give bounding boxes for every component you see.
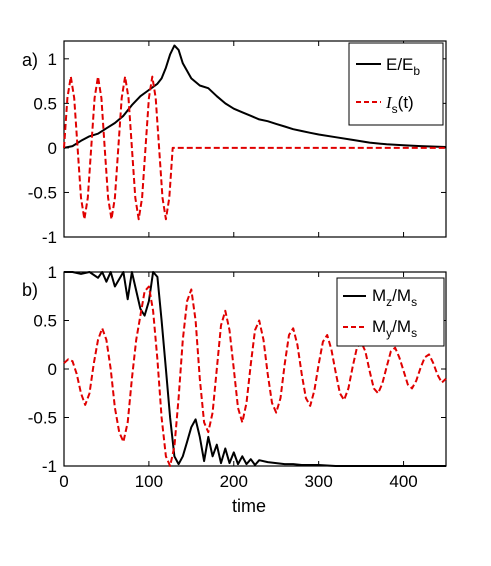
- panel-a-legend: E/Eb Is(t): [348, 42, 444, 126]
- panel-b-y-ticks: -1 -0.5 0 0.5 1: [28, 263, 446, 476]
- panel-b-x-tick-label: 100: [135, 472, 163, 491]
- legend-label-mz: Mz/Ms: [372, 286, 417, 309]
- panel-b-lines: [63, 271, 447, 467]
- panel-b-label: b): [22, 280, 38, 300]
- panel-b-x-tick-label: 400: [389, 472, 417, 491]
- panel-a-axes-frame: [63, 40, 447, 238]
- x-axis-title: time: [232, 496, 266, 516]
- panel-b-y-tick-label: -1: [42, 457, 57, 476]
- panel-a-lines: [63, 44, 447, 221]
- panel-b-x-tick-label: 0: [59, 472, 68, 491]
- panel-a-y-tick-label: -1: [42, 228, 57, 247]
- legend-label-energy: E/Eb: [386, 55, 420, 78]
- panel-b: b) -1 -0.5 0 0.5 1 0 100 200 300 400 Mz/Ms My/Ms…: [22, 263, 447, 516]
- panel-b-x-tick-label: 300: [304, 472, 332, 491]
- panel-b-x-tick-label: 200: [220, 472, 248, 491]
- panel-a-x-ticks: [63, 41, 405, 237]
- panel-a-legend-box: [348, 42, 444, 126]
- panel-b-series-0-line: [64, 271, 446, 467]
- panel-a: a) -1 -0.5 0 0.5 1 E/Eb Is(t): [22, 40, 447, 247]
- panel-b-y-tick-label: 1: [48, 263, 57, 282]
- panel-b-y-tick-label: 0.5: [33, 312, 57, 331]
- panel-b-y-tick-label: -0.5: [28, 409, 57, 428]
- panel-a-y-tick-label: 1: [48, 50, 57, 69]
- legend-label-my: My/Ms: [372, 317, 417, 340]
- panel-b-series-1-line: [63, 285, 447, 467]
- panel-a-label: a): [22, 50, 38, 70]
- panel-b-x-ticks: 0 100 200 300 400: [59, 272, 418, 491]
- panel-a-y-tick-label: -0.5: [28, 183, 57, 202]
- panel-b-legend-box: [336, 277, 445, 347]
- panel-a-series-1-line: [63, 75, 446, 221]
- panel-b-legend: Mz/Ms My/Ms: [336, 277, 445, 347]
- legend-label-current: Is(t): [385, 93, 414, 116]
- panel-a-y-tick-label: 0: [48, 139, 57, 158]
- panel-b-y-tick-label: 0: [48, 360, 57, 379]
- panel-a-y-tick-label: 0.5: [33, 94, 57, 113]
